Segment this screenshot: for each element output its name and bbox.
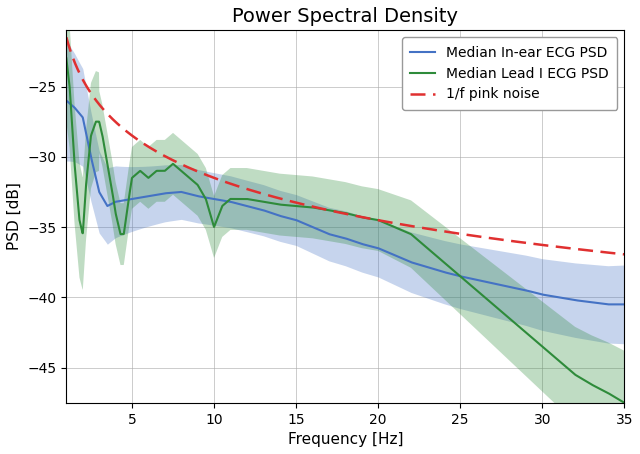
Median In-ear ECG PSD (91, 171, 99, 176)
Median In-ear ECG PSD (604, 301, 612, 307)
Median Lead I ECG PSD (91, 122, 99, 128)
Median Lead I ECG PSD (319, 207, 326, 212)
Line: Median Lead I ECG PSD: Median Lead I ECG PSD (67, 59, 624, 403)
Line: 1/f pink noise: 1/f pink noise (67, 37, 624, 254)
Median Lead I ECG PSD (63, 56, 70, 61)
Median In-ear ECG PSD (319, 229, 326, 234)
Median In-ear ECG PSD (502, 283, 509, 289)
1/f pink noise (319, 206, 326, 212)
Median Lead I ECG PSD (620, 400, 628, 405)
Median In-ear ECG PSD (63, 98, 70, 103)
Y-axis label: PSD [dB]: PSD [dB] (7, 183, 22, 251)
X-axis label: Frequency [Hz]: Frequency [Hz] (287, 432, 403, 447)
1/f pink noise (502, 237, 509, 243)
Line: Median In-ear ECG PSD: Median In-ear ECG PSD (67, 100, 624, 304)
1/f pink noise (334, 209, 342, 215)
Median In-ear ECG PSD (605, 301, 612, 307)
1/f pink noise (620, 252, 628, 257)
1/f pink noise (604, 250, 612, 255)
Title: Power Spectral Density: Power Spectral Density (232, 7, 458, 26)
1/f pink noise (63, 35, 70, 40)
1/f pink noise (91, 96, 99, 101)
Median Lead I ECG PSD (604, 390, 612, 396)
Median In-ear ECG PSD (620, 301, 628, 307)
Legend: Median In-ear ECG PSD, Median Lead I ECG PSD, 1/f pink noise: Median In-ear ECG PSD, Median Lead I ECG… (402, 37, 618, 110)
Median Lead I ECG PSD (502, 312, 509, 318)
Median In-ear ECG PSD (334, 234, 342, 239)
Median Lead I ECG PSD (334, 209, 342, 214)
1/f pink noise (604, 250, 612, 255)
Median In-ear ECG PSD (604, 301, 612, 307)
Median Lead I ECG PSD (604, 390, 612, 395)
